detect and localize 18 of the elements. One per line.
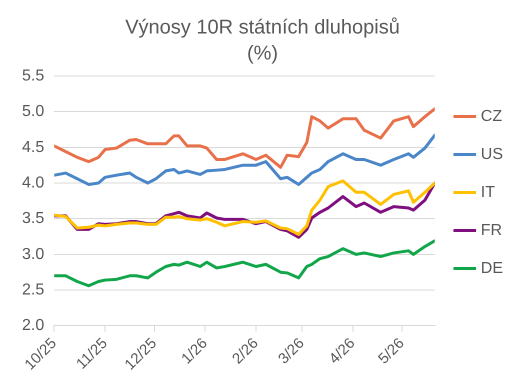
y-tick-label: 5.0	[22, 103, 44, 120]
chart-title: Výnosy 10R státních dluhopisů	[125, 16, 400, 39]
y-tick-label: 5.5	[22, 67, 44, 84]
y-tick-label: 2.0	[22, 317, 44, 334]
y-tick-label: 4.5	[22, 138, 44, 156]
x-tick-label: 5/26	[375, 334, 408, 368]
chart-subtitle: (%)	[246, 42, 278, 65]
legend-label: US	[480, 146, 504, 163]
y-tick-label: 2.5	[22, 281, 44, 298]
legend-label: IT	[480, 184, 496, 201]
legend-label: FR	[480, 222, 502, 239]
y-tick-label: 4.0	[22, 174, 44, 192]
legend-label: DE	[480, 260, 504, 277]
y-tick-label: 3.0	[22, 246, 44, 263]
x-tick-label: 4/26	[326, 334, 359, 368]
y-tick-label: 3.5	[22, 210, 44, 228]
x-tick-label: 3/26	[275, 334, 308, 368]
legend-label: CZ	[480, 108, 502, 125]
